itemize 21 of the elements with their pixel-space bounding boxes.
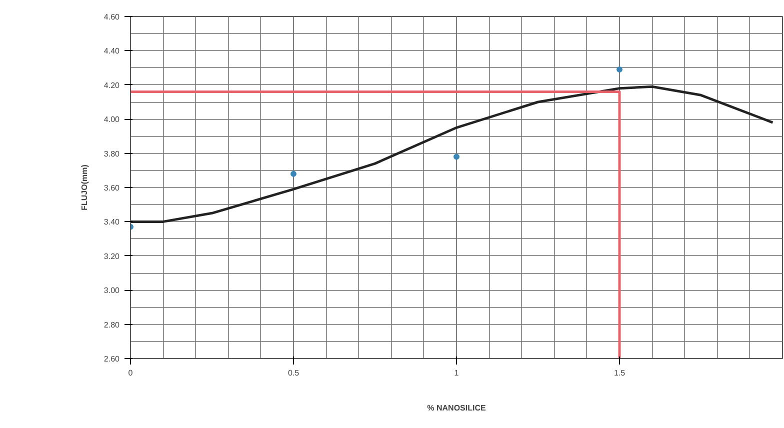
x-tick-label: 0: [128, 368, 134, 378]
y-tick-label: 4.00: [104, 115, 120, 124]
y-tick-label: 4.20: [104, 80, 120, 90]
y-tick-label: 3.00: [104, 286, 120, 296]
x-tick-label: 1: [454, 368, 460, 378]
x-axis-title: % NANOSILICE: [427, 404, 486, 412]
y-tick-label: 3.20: [104, 252, 120, 261]
line-series: [130, 85, 774, 223]
y-axis-title: FLUJO(mm): [80, 164, 89, 210]
y-tick-label: 3.40: [104, 218, 120, 227]
point: [616, 66, 622, 73]
y-tick-label: 2.80: [104, 320, 120, 330]
x-tick-label: 0.5: [288, 368, 300, 378]
y-tick-label: 3.60: [104, 184, 120, 192]
y-tick-label: 4.40: [104, 46, 120, 56]
y-tick-label: 4.60: [104, 12, 120, 22]
x-tick-label: 1.5: [614, 368, 626, 378]
y-tick-label: 2.60: [104, 354, 120, 364]
point: [290, 170, 296, 177]
y-tick-label: 3.80: [104, 149, 120, 158]
point: [454, 154, 460, 160]
